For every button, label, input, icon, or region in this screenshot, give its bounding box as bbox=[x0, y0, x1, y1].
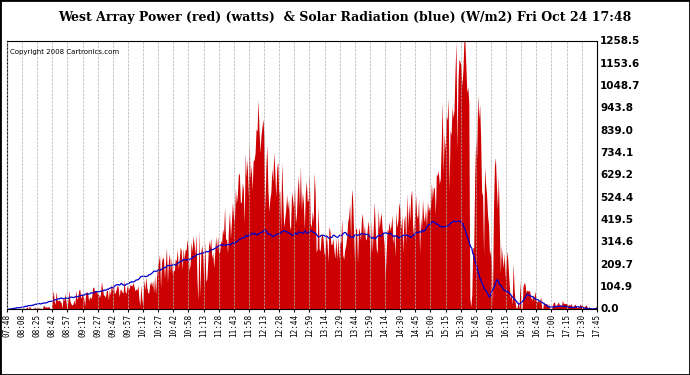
Text: 1153.6: 1153.6 bbox=[600, 58, 640, 69]
Text: 734.1: 734.1 bbox=[600, 148, 633, 158]
Text: 104.9: 104.9 bbox=[600, 282, 633, 292]
Text: Copyright 2008 Cartronics.com: Copyright 2008 Cartronics.com bbox=[10, 49, 119, 55]
Text: 1258.5: 1258.5 bbox=[600, 36, 640, 46]
Text: 1048.7: 1048.7 bbox=[600, 81, 641, 91]
Text: 209.7: 209.7 bbox=[600, 260, 633, 270]
Text: 839.0: 839.0 bbox=[600, 126, 633, 136]
Text: 524.4: 524.4 bbox=[600, 193, 633, 202]
Text: 0.0: 0.0 bbox=[600, 304, 619, 314]
Text: 629.2: 629.2 bbox=[600, 170, 633, 180]
Text: 943.8: 943.8 bbox=[600, 103, 633, 113]
Text: 314.6: 314.6 bbox=[600, 237, 633, 248]
Text: West Array Power (red) (watts)  & Solar Radiation (blue) (W/m2) Fri Oct 24 17:48: West Array Power (red) (watts) & Solar R… bbox=[59, 11, 631, 24]
Text: 419.5: 419.5 bbox=[600, 215, 633, 225]
